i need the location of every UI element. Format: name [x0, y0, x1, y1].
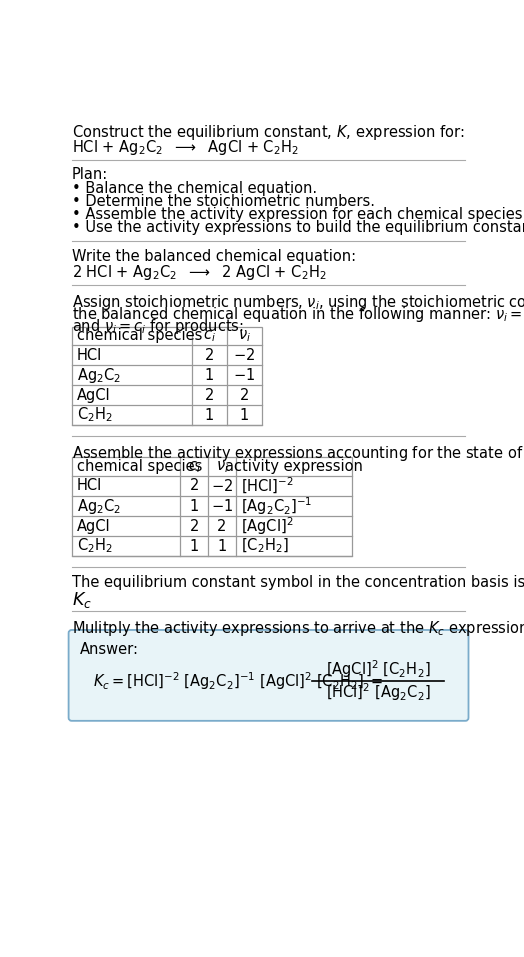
Text: The equilibrium constant symbol in the concentration basis is:: The equilibrium constant symbol in the c…	[72, 574, 524, 590]
Text: • Use the activity expressions to build the equilibrium constant expression.: • Use the activity expressions to build …	[72, 220, 524, 235]
Text: $c_i$: $c_i$	[203, 328, 216, 344]
Text: 1: 1	[205, 367, 214, 383]
Bar	[72, 457, 352, 556]
Text: chemical species: chemical species	[77, 459, 202, 475]
Text: $\nu_i$: $\nu_i$	[215, 458, 228, 475]
Text: 1: 1	[190, 539, 199, 553]
Text: 2: 2	[190, 519, 199, 533]
Text: • Assemble the activity expression for each chemical species.: • Assemble the activity expression for e…	[72, 208, 524, 222]
Text: $[\mathrm{AgCl}]^{2}$: $[\mathrm{AgCl}]^{2}$	[242, 515, 294, 537]
Text: HCl + Ag$_2$C$_2$  $\longrightarrow$  AgCl + C$_2$H$_2$: HCl + Ag$_2$C$_2$ $\longrightarrow$ AgCl…	[72, 138, 299, 157]
Text: 2: 2	[204, 388, 214, 403]
Text: 2: 2	[239, 388, 249, 403]
Text: Assign stoichiometric numbers, $\nu_i$, using the stoichiometric coefficients, $: Assign stoichiometric numbers, $\nu_i$, …	[72, 293, 524, 312]
Text: Plan:: Plan:	[72, 167, 108, 182]
Text: $[\mathrm{C_2H_2}]$: $[\mathrm{C_2H_2}]$	[242, 537, 289, 555]
Text: $[\mathrm{HCl}]^{2}\ [\mathrm{Ag_2C_2}]$: $[\mathrm{HCl}]^{2}\ [\mathrm{Ag_2C_2}]$	[325, 681, 430, 703]
Text: 1: 1	[190, 499, 199, 514]
Text: $\nu_i$: $\nu_i$	[238, 328, 250, 344]
Text: $K_c = [\mathrm{HCl}]^{-2}\ [\mathrm{Ag_2C_2}]^{-1}\ [\mathrm{AgCl}]^{2}\ [\math: $K_c = [\mathrm{HCl}]^{-2}\ [\mathrm{Ag_…	[93, 670, 384, 692]
Text: $-1$: $-1$	[211, 498, 233, 514]
Text: $-1$: $-1$	[233, 367, 255, 383]
Text: Write the balanced chemical equation:: Write the balanced chemical equation:	[72, 249, 356, 264]
Text: $-2$: $-2$	[233, 347, 255, 363]
Text: Answer:: Answer:	[80, 642, 138, 657]
Text: C$_2$H$_2$: C$_2$H$_2$	[77, 406, 113, 425]
Text: $c_i$: $c_i$	[188, 458, 201, 475]
Text: AgCl: AgCl	[77, 519, 111, 533]
Text: HCl: HCl	[77, 347, 102, 363]
Text: Assemble the activity expressions accounting for the state of matter and $\nu_i$: Assemble the activity expressions accoun…	[72, 444, 524, 462]
Text: 1: 1	[205, 408, 214, 423]
Text: Ag$_2$C$_2$: Ag$_2$C$_2$	[77, 497, 121, 516]
Text: $K_c$: $K_c$	[72, 590, 92, 610]
Text: 2 HCl + Ag$_2$C$_2$  $\longrightarrow$  2 AgCl + C$_2$H$_2$: 2 HCl + Ag$_2$C$_2$ $\longrightarrow$ 2 …	[72, 263, 326, 282]
Text: 1: 1	[217, 539, 227, 553]
Text: $[\mathrm{Ag_2C_2}]^{-1}$: $[\mathrm{Ag_2C_2}]^{-1}$	[242, 495, 313, 517]
Text: the balanced chemical equation in the following manner: $\nu_i = -c_i$ for react: the balanced chemical equation in the fo…	[72, 305, 524, 324]
Text: Construct the equilibrium constant, $K$, expression for:: Construct the equilibrium constant, $K$,…	[72, 122, 464, 142]
Text: and $\nu_i = c_i$ for products:: and $\nu_i = c_i$ for products:	[72, 318, 244, 336]
Text: HCl: HCl	[77, 478, 102, 494]
Text: $[\mathrm{HCl}]^{-2}$: $[\mathrm{HCl}]^{-2}$	[242, 476, 294, 496]
Text: • Balance the chemical equation.: • Balance the chemical equation.	[72, 181, 317, 196]
Text: 2: 2	[217, 519, 227, 533]
Text: Mulitply the activity expressions to arrive at the $K_c$ expression:: Mulitply the activity expressions to arr…	[72, 619, 524, 638]
Text: activity expression: activity expression	[225, 459, 363, 475]
Text: Ag$_2$C$_2$: Ag$_2$C$_2$	[77, 366, 121, 385]
Text: $-2$: $-2$	[211, 478, 233, 494]
Text: • Determine the stoichiometric numbers.: • Determine the stoichiometric numbers.	[72, 194, 375, 210]
Bar	[72, 326, 261, 425]
Text: AgCl: AgCl	[77, 388, 111, 403]
Text: 2: 2	[204, 347, 214, 363]
Text: C$_2$H$_2$: C$_2$H$_2$	[77, 537, 113, 555]
FancyBboxPatch shape	[69, 630, 468, 721]
Text: 1: 1	[239, 408, 249, 423]
Text: $[\mathrm{AgCl}]^{2}\ [\mathrm{C_2H_2}]$: $[\mathrm{AgCl}]^{2}\ [\mathrm{C_2H_2}]$	[325, 658, 430, 680]
Text: chemical species: chemical species	[77, 328, 202, 344]
Text: 2: 2	[190, 478, 199, 494]
